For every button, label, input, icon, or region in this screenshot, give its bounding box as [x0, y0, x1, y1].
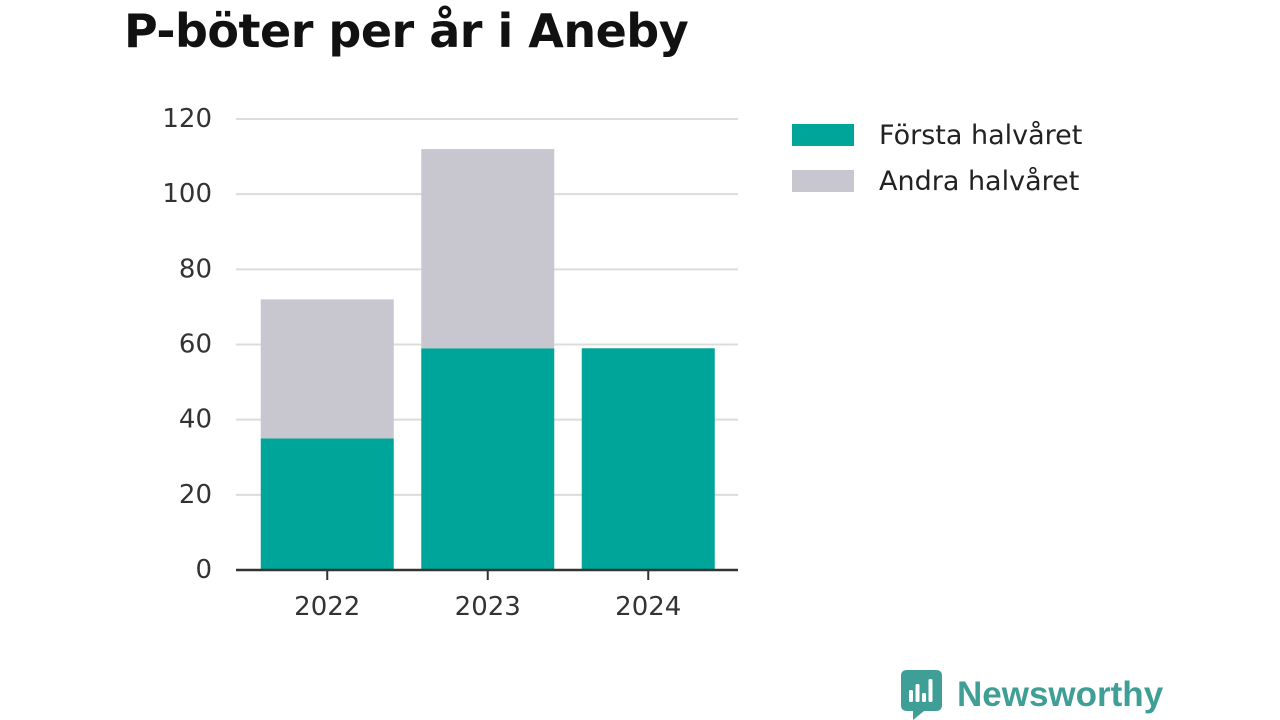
- newsworthy-logo-icon: [901, 670, 942, 720]
- y-tick-label: 80: [179, 254, 212, 284]
- legend-swatch-first-half: [792, 124, 854, 146]
- legend-item-first-half: Första halvåret: [792, 112, 1082, 158]
- y-tick-label: 60: [179, 330, 212, 360]
- bar-first-half-2023: [421, 348, 555, 570]
- bar-first-half-2024: [581, 348, 715, 570]
- bar-first-half-2022: [260, 438, 394, 570]
- x-tick-label: 2024: [615, 592, 681, 622]
- y-tick-label: 0: [195, 555, 212, 585]
- legend-label-second-half: Andra halvåret: [879, 165, 1080, 197]
- brand-name: Newsworthy: [957, 675, 1164, 714]
- y-tick-label: 100: [162, 179, 212, 209]
- bars: [260, 149, 715, 570]
- legend-label-first-half: Första halvåret: [879, 119, 1083, 151]
- chart-title: P-böter per år i Aneby: [124, 4, 689, 58]
- bar-second-half-2022: [260, 299, 394, 439]
- brand-logo: Newsworthy: [901, 670, 1163, 720]
- legend-item-second-half: Andra halvåret: [792, 158, 1082, 204]
- y-tick-label: 40: [179, 405, 212, 435]
- legend-swatch-second-half: [792, 170, 854, 192]
- bar-second-half-2023: [421, 149, 555, 349]
- axes: 0 20 40 60 80 100 120 2022 2023 2024: [162, 104, 738, 622]
- y-tick-label: 120: [162, 104, 212, 134]
- x-tick-label: 2023: [455, 592, 521, 622]
- legend: Första halvåret Andra halvåret: [792, 112, 1082, 204]
- y-tick-label: 20: [179, 480, 212, 510]
- x-tick-label: 2022: [294, 592, 360, 622]
